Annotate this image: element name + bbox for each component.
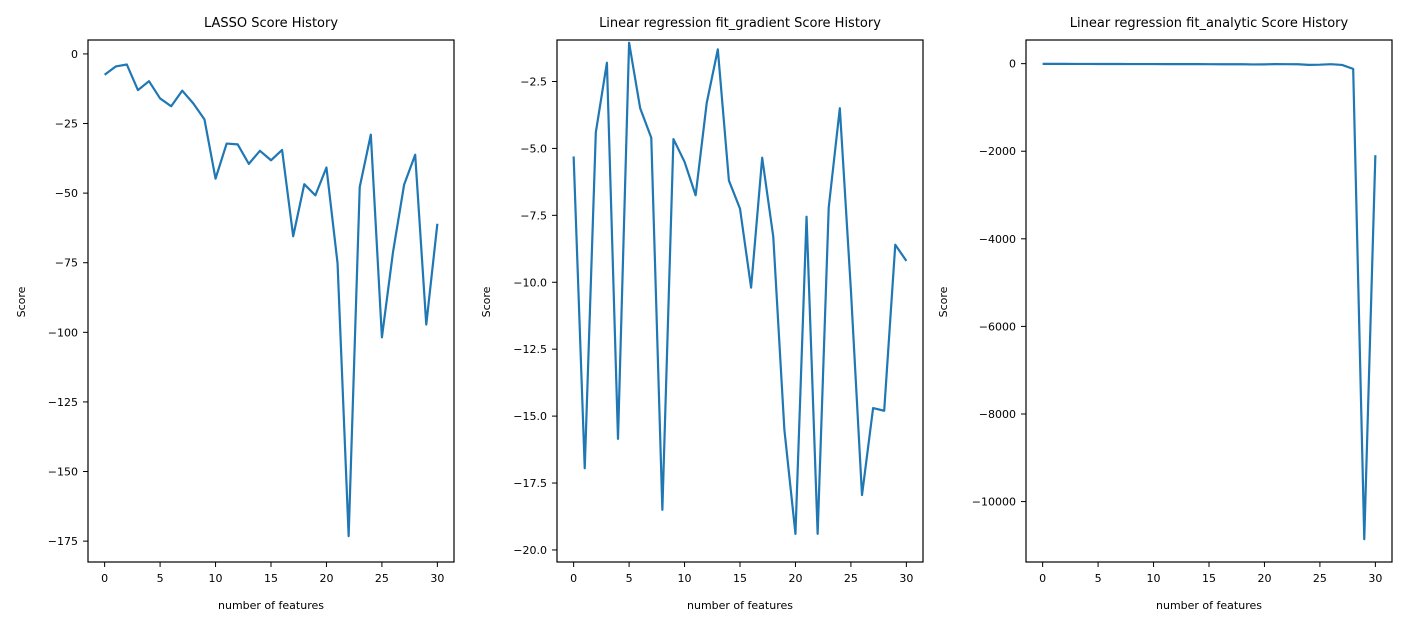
panel-title: Linear regression fit_gradient Score His…	[599, 16, 881, 31]
x-tick-label: 10	[678, 572, 692, 585]
x-tick-label: 0	[101, 572, 108, 585]
x-tick-label: 30	[899, 572, 913, 585]
y-tick-label: −150	[48, 466, 78, 479]
y-tick-label: −4000	[979, 233, 1016, 246]
y-axis-label: Score	[480, 286, 493, 317]
x-tick-label: 30	[430, 572, 444, 585]
y-tick-label: −5.0	[520, 142, 547, 155]
x-tick-label: 0	[570, 572, 577, 585]
y-tick-label: −175	[48, 535, 78, 548]
plot-area: 0 5 10 15 20 25 30 −2.5 −5.0 −7.5 −10.0 −12.5 −15.0 −…	[513, 39, 924, 585]
y-tick-label: −100	[48, 326, 78, 339]
x-tick-label: 20	[319, 572, 333, 585]
x-tick-label: 5	[1095, 572, 1102, 585]
x-tick-label: 5	[626, 572, 633, 585]
y-tick-label: 0	[71, 48, 78, 61]
y-tick-label: −50	[55, 187, 78, 200]
x-tick-label: 15	[264, 572, 278, 585]
x-tick-label: 0	[1039, 572, 1046, 585]
panel-fit-analytic: Linear regression fit_analytic Score His…	[937, 16, 1393, 612]
y-tick-label: −75	[55, 257, 78, 270]
series-line	[572, 41, 908, 535]
x-tick-label: 25	[375, 572, 389, 585]
x-tick-label: 15	[733, 572, 747, 585]
x-tick-label: 25	[844, 572, 858, 585]
x-tick-label: 20	[788, 572, 802, 585]
plot-area: 0 5 10 15 20 25 30 0 −2000 −4000 −6000 −8000 −10000	[972, 39, 1393, 585]
plot-area: 0 5 10 15 20 25 30 0 −25 −50 −75 −100 −125 −150 −175	[48, 39, 455, 585]
panel-title: Linear regression fit_analytic Score His…	[1070, 16, 1349, 31]
y-axis-label: Score	[937, 286, 950, 317]
y-tick-label: −10.0	[513, 276, 547, 289]
x-tick-label: 10	[209, 572, 223, 585]
x-tick-label: 5	[157, 572, 164, 585]
x-axis-label: number of features	[218, 599, 324, 612]
series-line	[103, 63, 439, 538]
x-tick-label: 15	[1202, 572, 1216, 585]
panel-lasso: LASSO Score History 0 5 10 15 20 25 30 0 −25 −50 −…	[15, 16, 455, 612]
x-tick-label: 25	[1313, 572, 1327, 585]
y-tick-label: −12.5	[513, 343, 547, 356]
x-tick-label: 10	[1147, 572, 1161, 585]
y-tick-label: −20.0	[513, 544, 547, 557]
y-tick-label: −7.5	[520, 209, 547, 222]
x-axis-label: number of features	[1156, 599, 1262, 612]
y-tick-label: −2.5	[520, 75, 547, 88]
y-tick-label: −2000	[979, 145, 1016, 158]
y-tick-label: −17.5	[513, 477, 547, 490]
y-axis-label: Score	[15, 286, 28, 317]
series-line	[1042, 62, 1377, 541]
y-tick-label: −8000	[979, 408, 1016, 421]
x-axis-label: number of features	[687, 599, 793, 612]
y-tick-label: −25	[55, 118, 78, 131]
panel-fit-gradient: Linear regression fit_gradient Score His…	[480, 16, 924, 612]
x-tick-label: 30	[1368, 572, 1382, 585]
x-tick-label: 20	[1257, 572, 1271, 585]
y-tick-label: 0	[1009, 58, 1016, 71]
y-tick-label: −15.0	[513, 410, 547, 423]
y-tick-label: −125	[48, 396, 78, 409]
y-tick-label: −6000	[979, 320, 1016, 333]
panel-title: LASSO Score History	[204, 16, 338, 31]
y-tick-label: −10000	[972, 496, 1016, 509]
